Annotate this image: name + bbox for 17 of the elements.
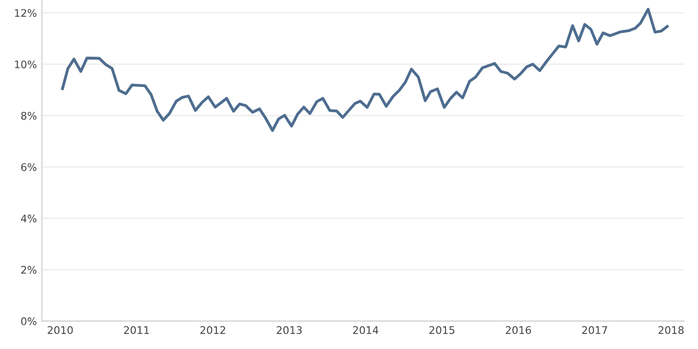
y-tick-label: 0% [21,317,36,326]
x-tick-label: 2012 [200,326,226,334]
y-tick-label: 2% [21,266,36,274]
y-tick-label: 8% [21,112,36,120]
y-tick-label: 12% [15,9,36,17]
y-tick-label: 10% [15,60,36,68]
x-tick-label: 2017 [582,326,608,334]
y-tick-label: 4% [21,214,36,222]
x-tick-label: 2010 [48,326,73,334]
x-tick-label: 2013 [276,326,302,334]
x-tick-label: 2011 [124,326,149,334]
x-tick-label: 2015 [429,326,454,334]
line-series [61,8,669,132]
x-tick-label: 2014 [353,326,378,334]
x-tick-label: 2016 [506,326,531,334]
y-tick-label: 6% [21,163,36,172]
x-tick-label: 2018 [658,326,684,334]
